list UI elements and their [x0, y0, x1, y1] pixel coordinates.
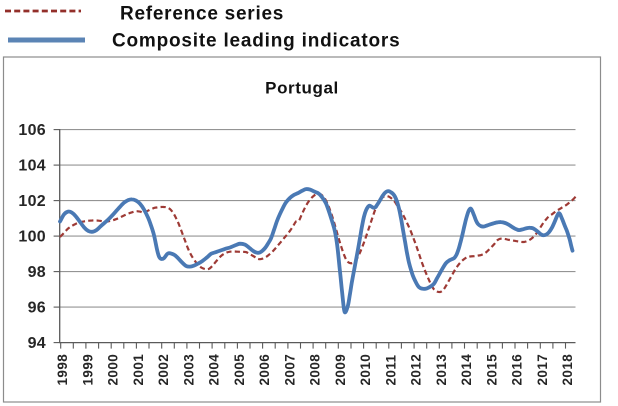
svg-text:2013: 2013	[434, 354, 449, 386]
svg-text:2009: 2009	[333, 354, 348, 386]
svg-text:2008: 2008	[308, 354, 323, 386]
svg-text:2003: 2003	[181, 354, 196, 386]
svg-text:Reference series: Reference series	[120, 4, 284, 25]
svg-text:106: 106	[18, 122, 46, 139]
svg-text:2012: 2012	[409, 354, 424, 386]
svg-text:2007: 2007	[282, 354, 297, 386]
svg-text:2010: 2010	[358, 354, 373, 386]
svg-text:2001: 2001	[131, 354, 146, 386]
svg-text:102: 102	[18, 193, 46, 210]
svg-text:104: 104	[18, 157, 46, 174]
svg-text:94: 94	[28, 335, 46, 352]
svg-text:2015: 2015	[484, 354, 499, 386]
svg-text:1999: 1999	[80, 354, 95, 386]
svg-text:Composite leading indicators: Composite leading indicators	[112, 31, 400, 52]
svg-text:100: 100	[18, 228, 46, 245]
svg-text:98: 98	[28, 264, 46, 281]
svg-text:2006: 2006	[257, 354, 272, 386]
svg-text:2014: 2014	[459, 354, 474, 386]
svg-text:1998: 1998	[55, 354, 70, 386]
svg-text:2005: 2005	[232, 354, 247, 386]
svg-text:Portugal: Portugal	[265, 79, 339, 98]
svg-text:2002: 2002	[156, 354, 171, 386]
svg-text:96: 96	[28, 299, 46, 316]
svg-text:2018: 2018	[560, 354, 575, 386]
svg-text:2011: 2011	[383, 355, 398, 386]
svg-text:2016: 2016	[510, 354, 525, 386]
svg-text:2000: 2000	[106, 354, 121, 386]
svg-text:2004: 2004	[207, 354, 222, 386]
svg-text:2017: 2017	[535, 354, 550, 386]
